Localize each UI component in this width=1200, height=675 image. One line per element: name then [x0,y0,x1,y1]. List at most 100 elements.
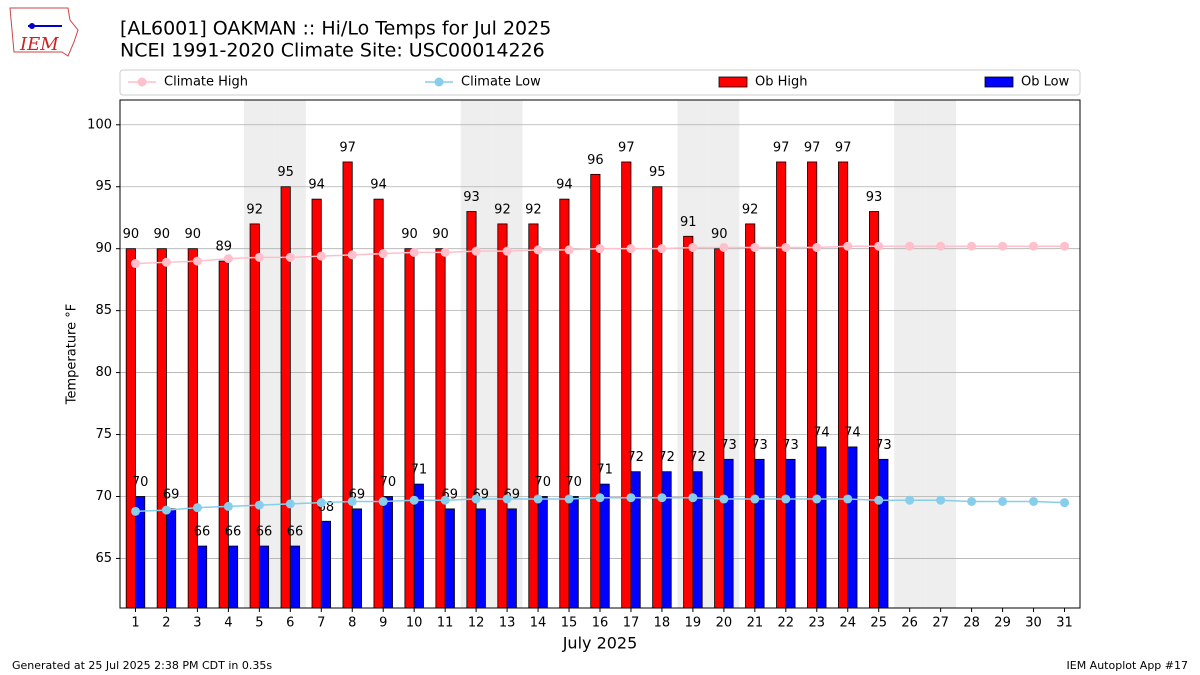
bar [661,471,672,609]
y-tick-label: 80 [95,365,112,380]
bar [692,471,703,609]
x-tick-label: 25 [870,616,887,631]
bar-value-label: 90 [154,227,171,242]
bar-value-label: 69 [163,487,180,502]
bar [475,508,486,609]
climate-marker [192,503,202,513]
climate-marker [409,495,419,505]
legend-marker [137,77,147,87]
x-tick-label: 29 [994,616,1011,631]
bar [869,211,880,609]
bar [816,446,827,609]
x-tick-label: 23 [809,616,826,631]
climate-marker [626,493,636,503]
bar [714,248,725,609]
y-tick-label: 65 [95,551,112,566]
x-tick-label: 21 [747,616,764,631]
y-tick-label: 100 [87,117,112,132]
y-tick-label: 85 [95,303,112,318]
bar-value-label: 92 [246,202,263,217]
bar [342,161,353,609]
climate-marker [564,494,574,504]
climate-marker [471,246,481,256]
climate-marker [657,493,667,503]
bar-value-label: 95 [277,165,294,180]
bar [878,458,889,609]
bar-value-label: 71 [411,463,428,478]
bar-value-label: 94 [308,178,325,193]
x-tick-label: 14 [530,616,547,631]
bar-value-label: 73 [875,438,892,453]
climate-marker [781,242,791,252]
bar [382,496,393,609]
climate-marker [595,493,605,503]
chart-title: [AL6001] OAKMAN :: Hi/Lo Temps for Jul 2… [120,18,551,40]
climate-marker [998,241,1008,251]
logo: IEM [9,7,79,57]
climate-marker [874,241,884,251]
climate-marker [874,495,884,505]
bar-value-label: 94 [556,178,573,193]
bar [156,248,167,609]
bar [776,161,787,609]
climate-marker [471,494,481,504]
bar-value-label: 97 [835,140,852,155]
bar [351,508,362,609]
bar-value-label: 92 [525,202,542,217]
climate-marker [905,495,915,505]
climate-marker [130,506,140,516]
climate-marker [316,251,326,261]
bar-value-label: 73 [720,438,737,453]
climate-marker [533,245,543,255]
bar [435,248,446,609]
x-tick-label: 26 [901,616,918,631]
x-tick-label: 15 [561,616,578,631]
climate-marker [564,245,574,255]
bar-value-label: 72 [658,450,675,465]
bar [785,458,796,609]
bar [320,520,331,609]
climate-marker [812,242,822,252]
climate-marker [254,252,264,262]
bar-value-label: 90 [185,227,202,242]
x-tick-label: 1 [131,616,139,631]
legend-marker [434,77,444,87]
bar [807,161,818,609]
bar-value-label: 97 [773,140,790,155]
climate-marker [781,494,791,504]
legend-swatch [984,76,1014,88]
climate-marker [223,254,233,264]
bar [723,458,734,609]
x-tick-label: 10 [406,616,423,631]
plot-frame [119,99,1081,609]
bar-value-label: 73 [751,438,768,453]
x-tick-label: 28 [963,616,980,631]
climate-marker [409,247,419,257]
bar-value-label: 91 [680,215,697,230]
legend-label: Ob Low [1021,75,1070,90]
bar [258,545,270,609]
bar-value-label: 73 [782,438,799,453]
y-tick-label: 75 [95,427,112,442]
bar-value-label: 92 [742,202,759,217]
climate-marker [750,494,760,504]
climate-marker [533,494,543,504]
bar-value-label: 97 [339,140,356,155]
x-tick-label: 12 [468,616,485,631]
bar [289,545,301,609]
climate-marker [812,494,822,504]
bar-value-label: 95 [649,165,666,180]
x-axis-label: July 2025 [562,634,638,653]
climate-marker [1060,498,1070,508]
bar-value-label: 89 [215,240,232,255]
climate-marker [440,247,450,257]
bar-value-label: 90 [401,227,418,242]
weekend-shade [925,100,957,608]
bar [125,248,136,609]
climate-marker [998,496,1008,506]
bar-value-label: 92 [494,202,511,217]
x-tick-label: 9 [379,616,387,631]
climate-marker [936,241,946,251]
climate-marker [378,496,388,506]
